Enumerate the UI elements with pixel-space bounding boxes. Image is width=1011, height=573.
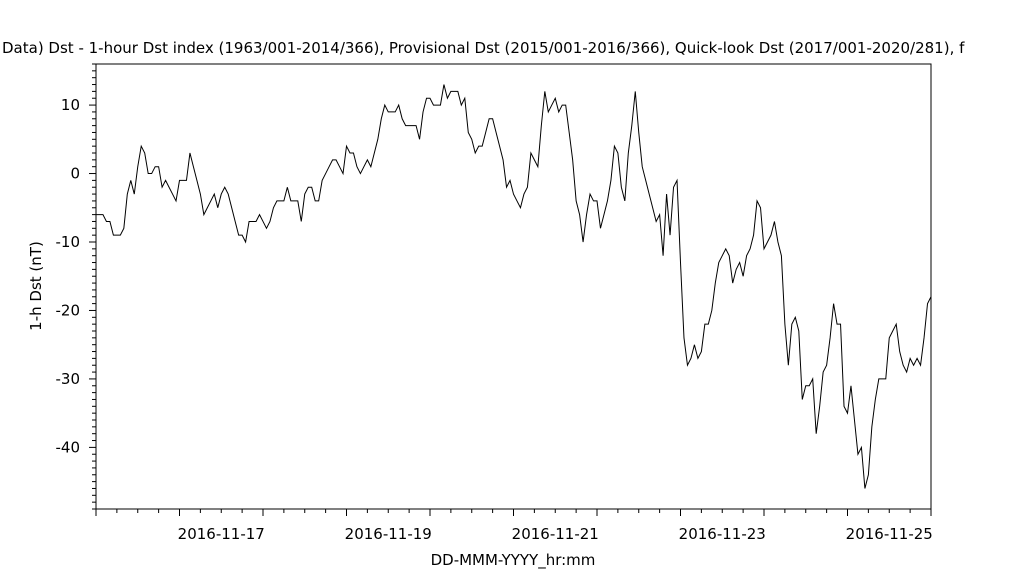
x-axis-label: DD-MMM-YYYY_hr:mm — [431, 551, 596, 570]
y-tick-label: -30 — [56, 370, 81, 388]
y-tick-label: -10 — [56, 233, 81, 251]
y-tick-label: 10 — [61, 96, 80, 114]
series-line-dst — [96, 84, 932, 489]
x-tick-label: 2016-11-19 — [345, 525, 432, 543]
x-tick-label: 2016-11-25 — [846, 525, 933, 543]
plot-frame — [95, 63, 932, 510]
x-axis-ticks: 2016-11-17 2016-11-19 2016-11-21 2016-11-23… — [95, 509, 933, 543]
y-tick-label: -40 — [56, 438, 81, 456]
x-tick-label: 2016-11-17 — [178, 525, 265, 543]
y-tick-label: 0 — [70, 165, 80, 183]
x-tick-label: 2016-11-21 — [512, 525, 599, 543]
y-tick-label: -20 — [56, 301, 81, 319]
y-axis-label: 1-h Dst (nT) — [27, 241, 45, 331]
y-axis-ticks: 10 0 -10 -20 -30 -40 — [56, 63, 96, 510]
x-tick-label: 2016-11-23 — [679, 525, 766, 543]
chart-title: Data) Dst - 1-hour Dst index (1963/001-2… — [2, 39, 965, 57]
